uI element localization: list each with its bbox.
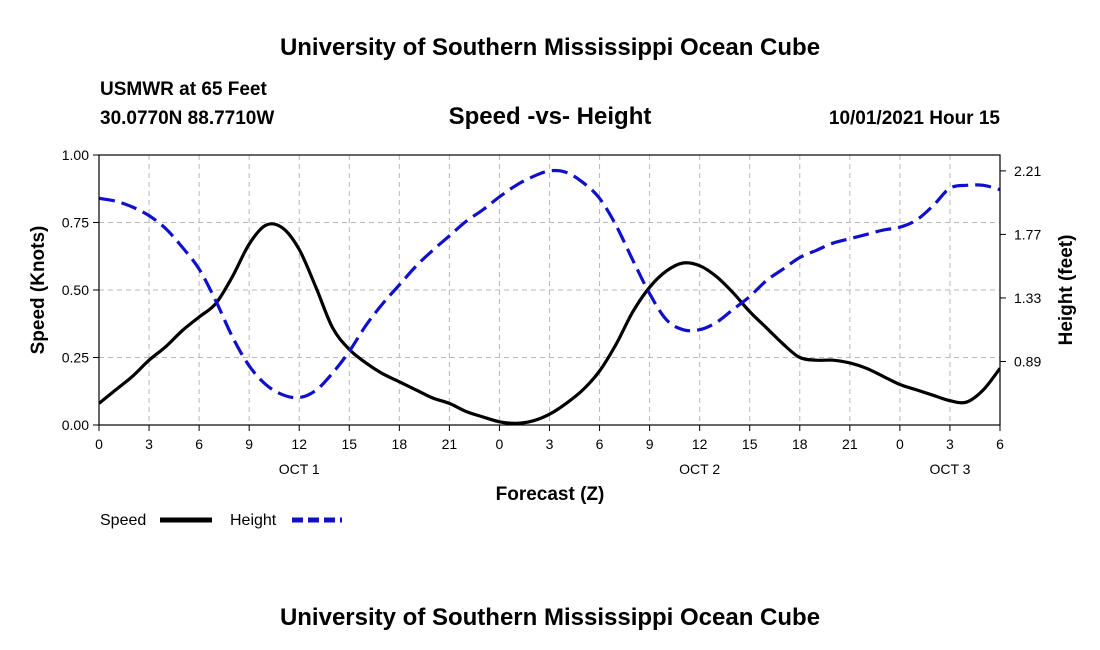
footer-title: University of Southern Mississippi Ocean…: [280, 604, 820, 631]
x-tick-label: 12: [692, 436, 708, 452]
x-tick-label: 9: [646, 436, 654, 452]
x-tick-label: 18: [392, 436, 408, 452]
x-tick-label: 15: [341, 436, 357, 452]
legend-speed-label: Speed: [100, 512, 146, 529]
y-tick-label: 0.50: [62, 282, 89, 298]
axes: 0 3 6 9 12 15 18 21 0 3 6 9 12 15 18 21 0 3 6 0.00 0.25 0.50 0…: [62, 147, 1042, 477]
x-tick-label: 12: [291, 436, 307, 452]
y-axis-label: Speed (Knots): [28, 226, 49, 355]
x-tick-label: 18: [792, 436, 808, 452]
y2-tick-label: 0.89: [1014, 353, 1041, 369]
y-tick-label: 0.75: [62, 215, 89, 231]
x-tick-label: 21: [842, 436, 858, 452]
legend: Speed Height: [100, 512, 342, 529]
page-title: University of Southern Mississippi Ocean…: [280, 34, 820, 61]
legend-height-label: Height: [230, 512, 277, 529]
x-tick-label: 6: [596, 436, 604, 452]
series-line-speed: [99, 222, 1000, 425]
x-tick-label: 0: [496, 436, 504, 452]
y2-tick-label: 1.77: [1014, 226, 1041, 242]
series-group: [99, 168, 1000, 425]
x-tick-label: 0: [95, 436, 103, 452]
day-label: OCT 2: [679, 461, 720, 477]
y2-tick-label: 2.21: [1014, 163, 1041, 179]
y-tick-label: 1.00: [62, 147, 89, 163]
x-tick-label: 3: [946, 436, 954, 452]
x-tick-label: 6: [195, 436, 203, 452]
x-axis-label: Forecast (Z): [496, 484, 605, 505]
y2-axis-label: Height (feet): [1056, 235, 1077, 346]
x-tick-label: 21: [442, 436, 458, 452]
coords-label: 30.0770N 88.7710W: [100, 108, 274, 129]
station-label: USMWR at 65 Feet: [100, 79, 267, 100]
x-tick-label: 0: [896, 436, 904, 452]
x-tick-label: 15: [742, 436, 758, 452]
y-tick-label: 0.25: [62, 350, 89, 366]
chart-title: Speed -vs- Height: [449, 103, 652, 130]
day-label: OCT 3: [929, 461, 970, 477]
grid: [99, 155, 1000, 425]
y-tick-label: 0.00: [62, 417, 89, 433]
x-tick-label: 9: [245, 436, 253, 452]
x-tick-label: 3: [546, 436, 554, 452]
date-label: 10/01/2021 Hour 15: [829, 108, 1001, 129]
day-label: OCT 1: [279, 461, 320, 477]
y2-tick-label: 1.33: [1014, 290, 1041, 306]
x-tick-label: 3: [145, 436, 153, 452]
series-line-height: [99, 168, 1000, 400]
x-tick-label: 6: [996, 436, 1004, 452]
